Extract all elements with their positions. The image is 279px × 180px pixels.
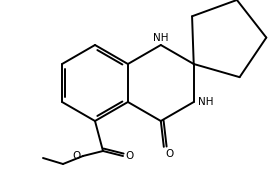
Text: O: O bbox=[166, 149, 174, 159]
Text: O: O bbox=[125, 151, 133, 161]
Text: O: O bbox=[73, 151, 81, 161]
Text: NH: NH bbox=[153, 33, 169, 43]
Text: NH: NH bbox=[198, 97, 213, 107]
